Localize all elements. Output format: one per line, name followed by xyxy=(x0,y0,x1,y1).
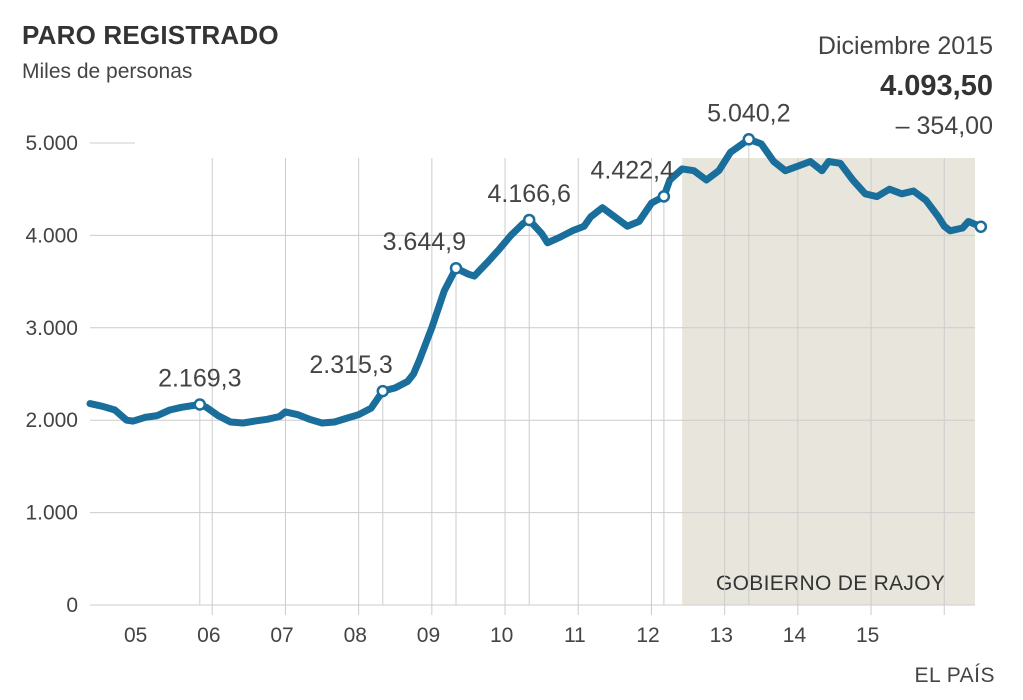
y-tick-label: 0 xyxy=(66,594,78,617)
data-point-marker xyxy=(193,398,207,411)
x-tick-label: 05 xyxy=(124,624,147,647)
y-tick-label: 1.000 xyxy=(25,502,78,525)
data-label: 2.169,3 xyxy=(158,364,241,392)
x-tick-label: 07 xyxy=(270,624,293,647)
data-point-marker xyxy=(522,213,536,227)
axis-labels-layer: 0 1.000 2.000 3.000 4.000 5.000 05 06 07 08 09 10 11… xyxy=(25,132,879,647)
x-tick-label: 15 xyxy=(856,624,879,647)
gridlines-layer xyxy=(90,139,975,615)
source-credit: EL PAÍS xyxy=(914,664,995,687)
data-labels-layer: 2.169,3 2.315,3 3.644,9 4.166,6 4.422,4 5.040… xyxy=(158,99,790,392)
latest-value: 4.093,50 xyxy=(880,70,993,102)
y-tick-label: 5.000 xyxy=(25,132,78,155)
x-tick-label: 09 xyxy=(417,624,440,647)
markers-layer xyxy=(193,133,988,411)
x-tick-label: 08 xyxy=(344,624,367,647)
y-tick-label: 4.000 xyxy=(25,224,78,247)
latest-period: Diciembre 2015 xyxy=(817,32,993,60)
data-point-marker xyxy=(376,384,390,398)
x-tick-label: 06 xyxy=(197,624,220,647)
y-tick-label: 2.000 xyxy=(25,409,78,432)
data-label: 4.166,6 xyxy=(487,180,570,208)
shaded-region-label: GOBIERNO DE RAJOY xyxy=(716,572,945,595)
data-label: 5.040,2 xyxy=(707,99,790,127)
data-label: 2.315,3 xyxy=(309,351,392,379)
x-tick-label: 10 xyxy=(490,624,513,647)
latest-change: – 354,00 xyxy=(895,112,993,140)
x-tick-label: 11 xyxy=(564,624,586,647)
data-point-marker xyxy=(742,133,756,146)
data-point-marker xyxy=(449,261,463,275)
data-point-marker xyxy=(657,190,671,203)
x-tick-label: 12 xyxy=(636,624,659,647)
data-label: 4.422,4 xyxy=(590,156,674,184)
data-label: 3.644,9 xyxy=(383,228,466,256)
x-tick-label: 13 xyxy=(710,624,733,647)
data-point-marker xyxy=(974,220,988,233)
series-line-0 xyxy=(86,135,985,427)
shaded-region-rajoy xyxy=(682,158,975,605)
series-layer xyxy=(86,135,985,427)
chart-title: PARO REGISTRADO xyxy=(22,20,279,50)
shaded-region-layer: GOBIERNO DE RAJOY xyxy=(682,158,975,605)
y-tick-label: 3.000 xyxy=(25,317,78,340)
chart-subtitle: Miles de personas xyxy=(22,60,193,83)
x-tick-label: 14 xyxy=(783,624,807,647)
